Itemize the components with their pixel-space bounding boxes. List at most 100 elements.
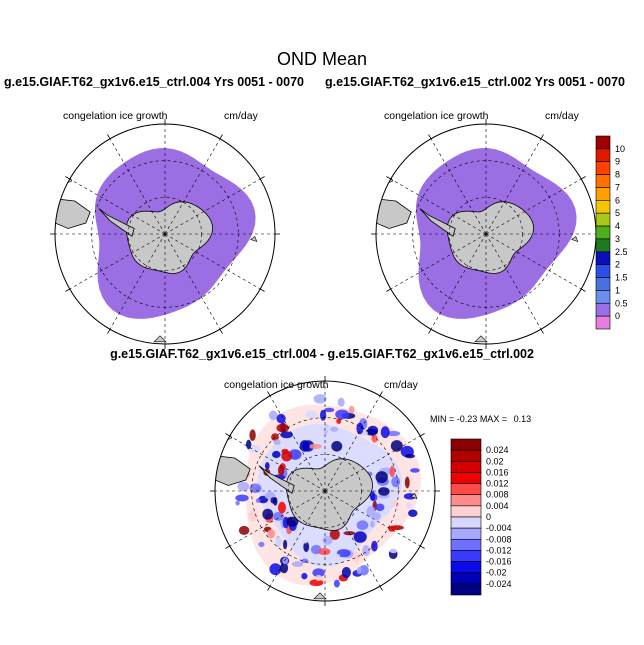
difference-cell (286, 516, 299, 527)
max-value: 0.13 (513, 414, 532, 424)
difference-meridian (269, 395, 326, 492)
colorbar-main-tick-label: 0.5 (615, 298, 628, 308)
colorbar-difference-tick-label: 0.012 (486, 479, 509, 489)
difference-cell (275, 537, 284, 547)
difference-meridian (324, 435, 421, 492)
difference-tick (379, 391, 383, 396)
difference-meridian (324, 395, 381, 492)
panel2-units-label: cm/day (545, 110, 579, 122)
difference-cell (389, 465, 395, 478)
colorbar-difference-tick-label: 0.008 (486, 490, 509, 500)
panel2-tick (386, 288, 391, 292)
panel2-tick (540, 134, 544, 139)
panel1-meridian (164, 233, 261, 290)
difference-cell (381, 509, 390, 515)
difference-cell (273, 439, 281, 446)
difference-cell (375, 471, 388, 484)
panel2-tick (540, 329, 544, 334)
colorbar-difference-tick-label: -0.012 (486, 545, 512, 555)
colorbar-difference-swatch (450, 561, 482, 574)
difference-cell (353, 531, 367, 543)
difference-cell (276, 490, 286, 497)
difference-cell (280, 431, 293, 439)
difference-tick (267, 586, 271, 591)
difference-cell (278, 501, 286, 514)
difference-cell (410, 468, 420, 473)
colorbar-difference-swatch (450, 460, 482, 473)
colorbar-main-tick-label: 1 (615, 285, 620, 295)
colorbar-difference-tick-label: 0.004 (486, 501, 509, 511)
difference-cell (268, 410, 278, 421)
difference-cell (235, 500, 240, 506)
colorbar-main-tick-label: 2 (615, 260, 620, 270)
panel1-tick (107, 134, 111, 139)
colorbar-main-swatch (595, 187, 611, 201)
panel2-meridian (390, 233, 487, 290)
difference-cell (371, 434, 378, 443)
difference-cell (329, 553, 341, 559)
panel2-tick (581, 176, 586, 180)
difference-tick (420, 433, 425, 437)
difference-cell (291, 561, 304, 567)
difference-meridian (324, 490, 421, 547)
difference-cell (329, 528, 340, 540)
difference-cell (276, 413, 286, 424)
difference-cell (267, 529, 276, 539)
difference-cell (303, 541, 310, 553)
difference-cell (406, 502, 412, 509)
colorbar-main-tick-label: 10 (615, 144, 625, 154)
colorbar-main-tick-label: 8 (615, 170, 620, 180)
difference-cell (369, 490, 376, 501)
panel2-meridian (430, 233, 487, 330)
difference-cell (282, 557, 289, 565)
colorbar-difference-swatch (450, 494, 482, 507)
panel2-meridian (485, 178, 582, 235)
difference-cell (404, 476, 410, 489)
difference-cell (333, 579, 340, 588)
difference-cell (331, 441, 343, 452)
difference-cell (255, 498, 261, 503)
colorbar-main-tick-label: 1.5 (615, 273, 628, 283)
colorbar-difference-swatch (450, 516, 482, 529)
difference-tick (420, 545, 425, 549)
difference-meridian (269, 490, 326, 587)
panel1-meridian (109, 233, 166, 330)
difference-cell (315, 574, 323, 582)
panel2-tick (581, 288, 586, 292)
panel1-tick (219, 329, 223, 334)
panel1-field-label: congelation ice growth (63, 110, 168, 122)
difference-cell (273, 497, 278, 506)
colorbar-difference-swatch (450, 583, 482, 596)
colorbar-difference-swatch (450, 550, 482, 562)
difference-cell (375, 503, 385, 512)
difference-cell (378, 487, 390, 496)
difference-cell (313, 394, 327, 404)
panel1-meridian (109, 138, 166, 235)
difference-cell (356, 566, 362, 575)
colorbar-difference-swatch (450, 472, 482, 484)
difference-cell (370, 520, 375, 528)
colorbar-difference-swatch (450, 438, 482, 451)
panel2-meridian (390, 178, 487, 235)
colorbar-main-swatch (595, 135, 611, 150)
colorbar-difference-swatch (450, 449, 482, 462)
difference-field-label: congelation ice growth (224, 379, 329, 391)
panel2-island-east (571, 236, 579, 242)
difference-tick (379, 586, 383, 591)
difference-tick (225, 545, 230, 549)
difference-cell (367, 425, 379, 435)
difference-tick (225, 433, 230, 437)
colorbar-main-swatch (595, 264, 611, 278)
colorbar-difference-tick-label: -0.024 (486, 579, 512, 589)
panel1-meridian (164, 138, 221, 235)
difference-cell (390, 440, 403, 452)
panel2-tick (428, 329, 432, 334)
difference-cell (337, 397, 345, 407)
difference-cell (318, 425, 331, 432)
colorbar-main-swatch (595, 302, 611, 317)
difference-min-max: MIN = -0.23 MAX = 0.13 (430, 414, 531, 424)
difference-cell (262, 508, 274, 520)
page-title: OND Mean (276, 49, 368, 69)
colorbar-main-swatch (595, 148, 611, 163)
